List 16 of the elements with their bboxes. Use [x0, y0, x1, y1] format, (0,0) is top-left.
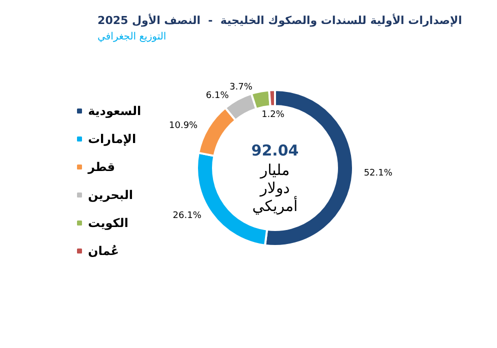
legend-label: البحرين: [88, 188, 133, 202]
data-label: 1.2%: [262, 110, 285, 120]
chart-title: الإصدارات الأولية للسندات والصكوك الخليجية - النصف الأول 2025: [98, 13, 462, 27]
data-label: 52.1%: [364, 168, 393, 178]
data-label: 26.1%: [172, 210, 202, 221]
data-label: 6.1%: [206, 91, 230, 101]
legend-label: عُمان: [88, 244, 119, 258]
legend-label: السعودية: [88, 104, 142, 118]
legend-label: الإمارات: [88, 132, 136, 146]
legend-label: الكويت: [88, 216, 128, 230]
text: 92.04: [251, 142, 299, 160]
data-label: 10.9%: [169, 120, 198, 131]
data-label: 3.7%: [230, 82, 253, 92]
text: مليار دولار أمريكي: [252, 161, 298, 215]
legend-label: قطر: [87, 160, 116, 174]
chart-subtitle: التوزيع الجغرافي: [98, 32, 166, 42]
